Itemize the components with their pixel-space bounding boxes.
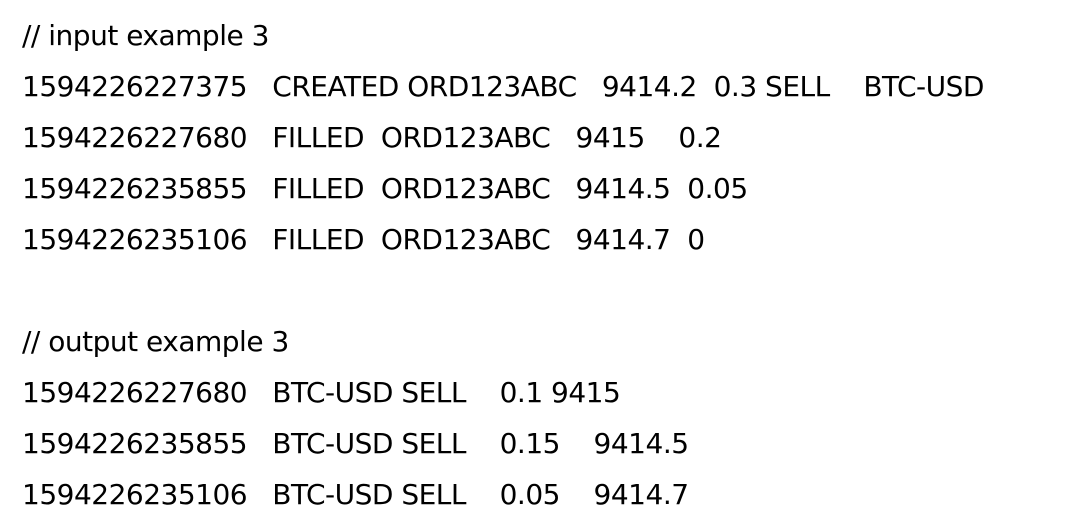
output-line: 1594226235855 BTC-USD SELL 0.15 9414.5 bbox=[22, 427, 689, 460]
input-line: 1594226235855 FILLED ORD123ABC 9414.5 0.… bbox=[22, 172, 748, 205]
text-document: // input example 3 1594226227375 CREATED… bbox=[22, 10, 1072, 520]
input-line: 1594226227375 CREATED ORD123ABC 9414.2 0… bbox=[22, 70, 984, 103]
input-example-comment: // input example 3 bbox=[22, 19, 269, 52]
input-line: 1594226227680 FILLED ORD123ABC 9415 0.2 bbox=[22, 121, 722, 154]
output-line: 1594226227680 BTC-USD SELL 0.1 9415 bbox=[22, 376, 621, 409]
output-example-comment: // output example 3 bbox=[22, 325, 289, 358]
output-line: 1594226235106 BTC-USD SELL 0.05 9414.7 bbox=[22, 478, 689, 511]
blank-line bbox=[22, 265, 1072, 316]
input-line: 1594226235106 FILLED ORD123ABC 9414.7 0 bbox=[22, 223, 705, 256]
